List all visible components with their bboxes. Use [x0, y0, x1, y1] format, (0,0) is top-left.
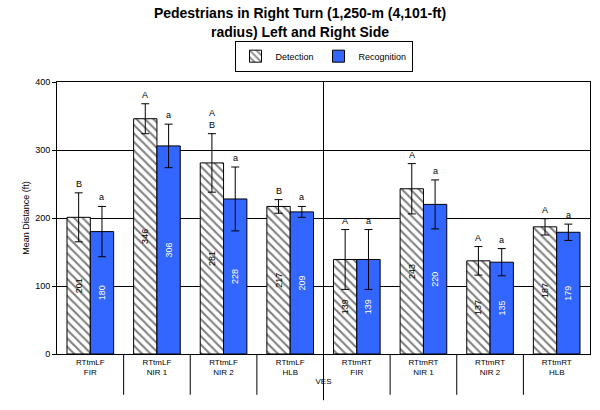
svg-text:a: a: [499, 235, 504, 245]
svg-text:Pedestrians in Right Turn (1,2: Pedestrians in Right Turn (1,250-m (4,10…: [154, 5, 446, 39]
svg-text:400: 400: [35, 77, 50, 87]
svg-text:180: 180: [97, 285, 107, 300]
svg-text:137: 137: [473, 300, 483, 315]
svg-text:209: 209: [297, 275, 307, 290]
svg-text:RTtmRTFIR: RTtmRTFIR: [342, 358, 372, 377]
svg-text:A: A: [142, 90, 148, 100]
svg-text:300: 300: [35, 145, 50, 155]
svg-text:Detection: Detection: [276, 52, 314, 62]
svg-text:187: 187: [540, 283, 550, 298]
svg-text:200: 200: [35, 213, 50, 223]
svg-text:A: A: [475, 233, 481, 243]
svg-text:Mean Distance (ft): Mean Distance (ft): [21, 181, 31, 255]
svg-text:AB: AB: [209, 108, 215, 130]
svg-text:Recognition: Recognition: [359, 52, 407, 62]
svg-text:A: A: [409, 150, 415, 160]
svg-text:B: B: [76, 179, 82, 189]
svg-text:139: 139: [363, 299, 373, 314]
svg-text:RTtmLFFIR: RTtmLFFIR: [76, 358, 105, 377]
svg-text:217: 217: [274, 273, 284, 288]
svg-text:135: 135: [497, 301, 507, 316]
svg-text:a: a: [299, 192, 304, 202]
svg-text:RTtmRTNIR 2: RTtmRTNIR 2: [475, 358, 505, 377]
svg-text:A: A: [342, 216, 348, 226]
svg-text:RTtmLFHLB: RTtmLFHLB: [276, 358, 305, 377]
svg-text:139: 139: [340, 299, 350, 314]
svg-text:243: 243: [407, 264, 417, 279]
svg-text:346: 346: [140, 229, 150, 244]
svg-text:a: a: [99, 192, 104, 202]
svg-text:0: 0: [45, 349, 50, 359]
svg-text:a: a: [366, 216, 371, 226]
svg-text:VES: VES: [315, 377, 331, 386]
svg-text:281: 281: [207, 251, 217, 266]
svg-text:RTtmRTNIR 1: RTtmRTNIR 1: [408, 358, 438, 377]
svg-text:179: 179: [563, 286, 573, 301]
svg-text:201: 201: [74, 278, 84, 293]
svg-text:a: a: [233, 153, 238, 163]
svg-text:220: 220: [430, 272, 440, 287]
svg-text:a: a: [166, 110, 171, 120]
svg-text:RTtmRTHLB: RTtmRTHLB: [542, 358, 572, 377]
svg-text:100: 100: [35, 281, 50, 291]
svg-text:RTtmLFNIR 2: RTtmLFNIR 2: [209, 358, 238, 377]
svg-text:a: a: [433, 166, 438, 176]
svg-text:306: 306: [164, 242, 174, 257]
svg-text:RTtmLFNIR 1: RTtmLFNIR 1: [143, 358, 172, 377]
svg-text:228: 228: [230, 269, 240, 284]
svg-text:A: A: [542, 205, 548, 215]
svg-text:B: B: [276, 186, 282, 196]
svg-text:a: a: [566, 210, 571, 220]
